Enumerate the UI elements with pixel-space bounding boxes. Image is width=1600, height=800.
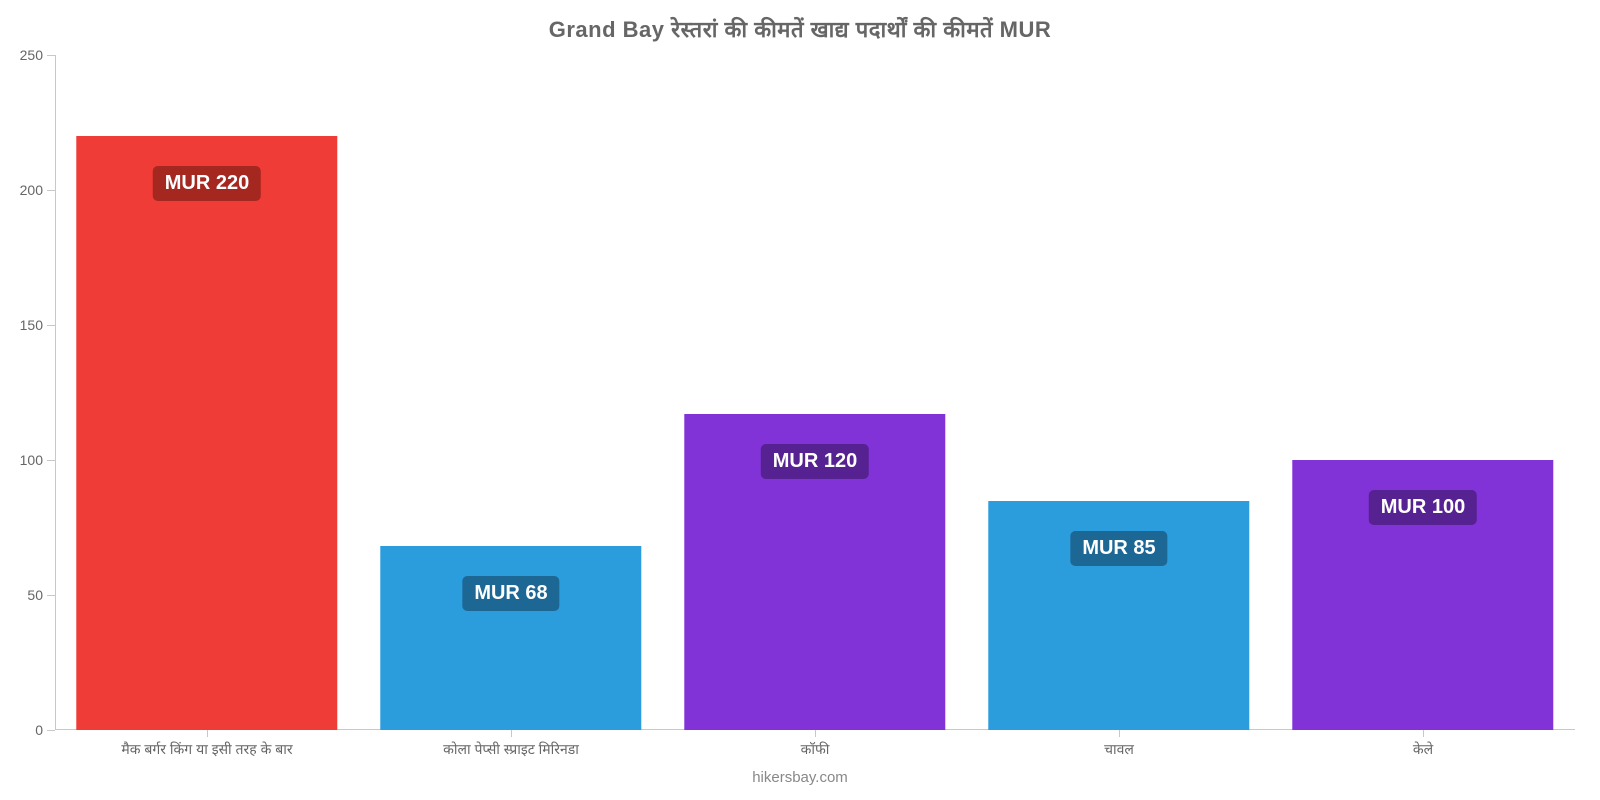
x-axis-label: केले [1413, 730, 1433, 759]
bar-value-badge: MUR 85 [1070, 531, 1167, 566]
footer-credit: hikersbay.com [0, 769, 1600, 786]
y-tick-label: 250 [20, 47, 55, 63]
y-tick-label: 200 [20, 182, 55, 198]
y-tick-label: 100 [20, 452, 55, 468]
x-axis-label: मैक बर्गर किंग या इसी तरह के बार [121, 730, 292, 759]
bar-value-badge: MUR 68 [462, 576, 559, 611]
x-axis-label: चावल [1104, 730, 1134, 759]
bar-value-badge: MUR 120 [761, 444, 869, 479]
bar-value-badge: MUR 220 [153, 166, 261, 201]
chart-title: Grand Bay रेस्तरां की कीमतें खाद्य पदार्… [0, 14, 1600, 44]
price-bar-chart: Grand Bay रेस्तरां की कीमतें खाद्य पदार्… [0, 0, 1600, 800]
bar [76, 136, 337, 730]
x-axis-label: कोला पेप्सी स्प्राइट मिरिनडा [443, 730, 579, 759]
y-tick-label: 50 [27, 587, 55, 603]
plot-area: 050100150200250मैक बर्गर किंग या इसी तरह… [55, 55, 1575, 730]
y-axis [55, 55, 56, 730]
x-axis-label: कॉफी [801, 730, 830, 759]
y-tick-label: 150 [20, 317, 55, 333]
bar-value-badge: MUR 100 [1369, 490, 1477, 525]
bar [380, 546, 641, 730]
y-tick-label: 0 [35, 722, 55, 738]
